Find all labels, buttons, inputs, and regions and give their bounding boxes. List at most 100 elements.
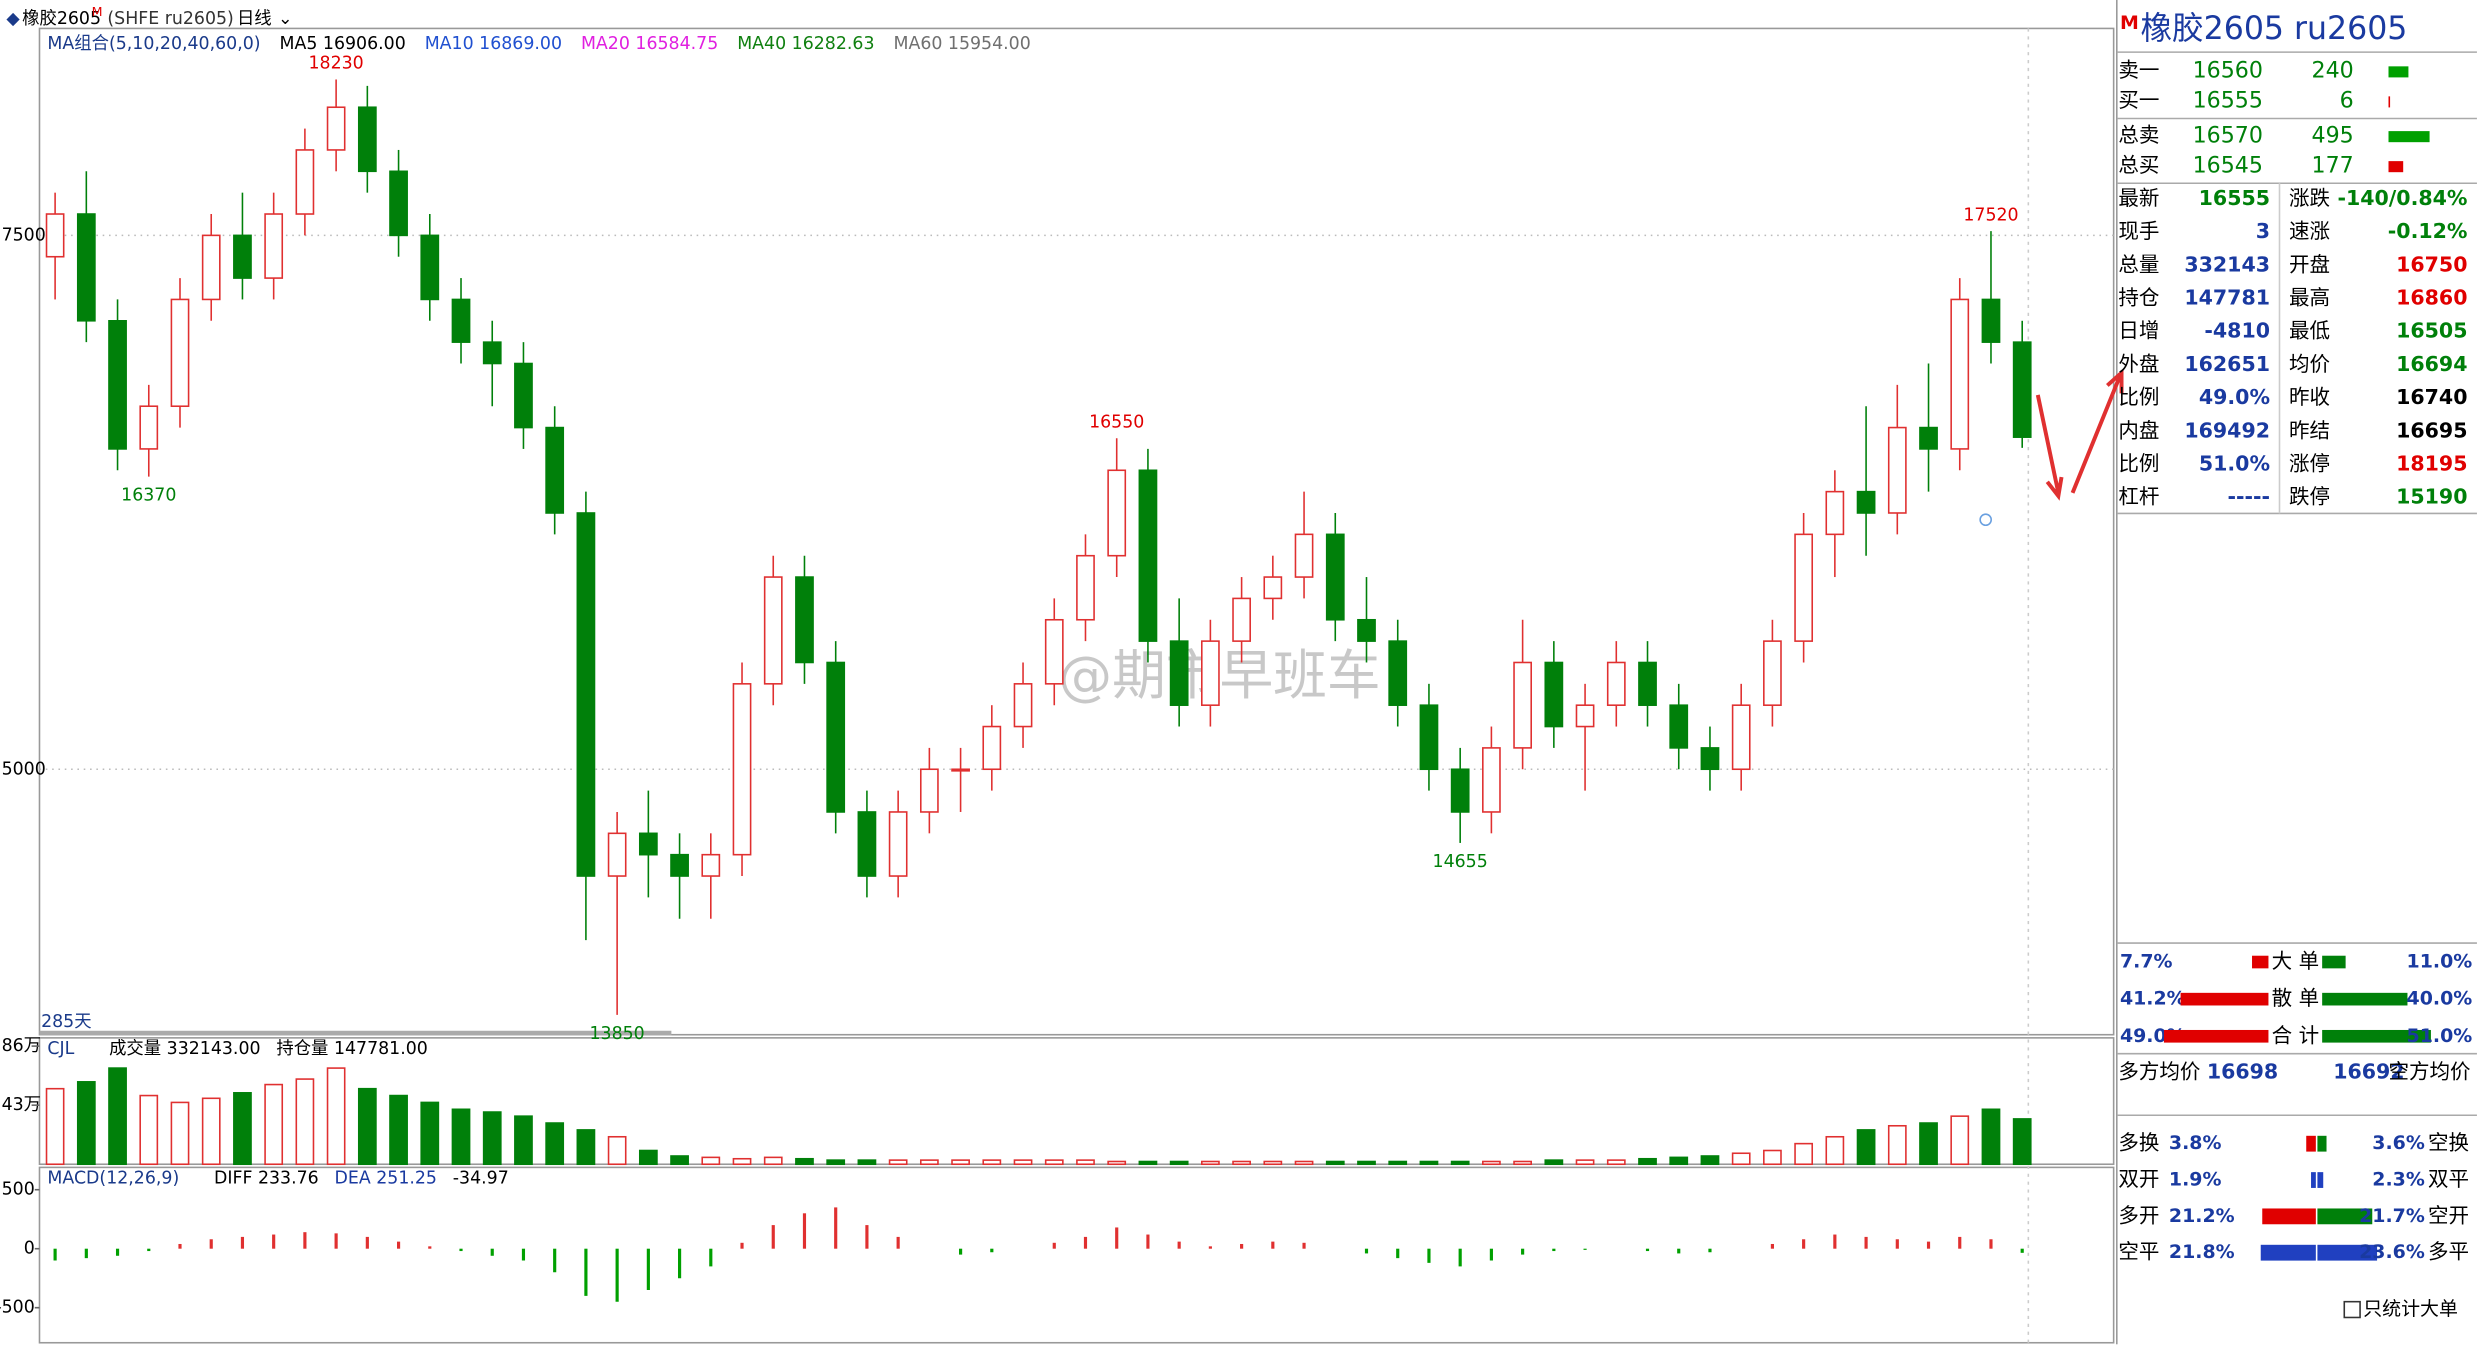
pos-right-bar <box>2317 1244 2378 1261</box>
volume-bar <box>857 1159 877 1166</box>
pos-label: 空开 <box>2428 1203 2469 1227</box>
candle-body <box>264 213 284 279</box>
volume-bar <box>45 1087 65 1166</box>
candle-body <box>108 320 127 450</box>
candle-body <box>701 853 721 877</box>
volume-bar <box>1013 1159 1033 1166</box>
volume-bar <box>1856 1129 1876 1166</box>
candle-body <box>482 341 502 365</box>
avg-text: 空方均价 <box>2389 1060 2471 1084</box>
extreme-label: 14655 <box>1433 852 1488 872</box>
candle-body <box>1450 768 1470 813</box>
candle-body <box>170 298 190 408</box>
macd-tick: 0 <box>24 1239 35 1259</box>
extreme-label: 17520 <box>1963 205 2018 225</box>
candle-body <box>357 106 377 173</box>
candle-body <box>576 512 596 877</box>
candle-body <box>2012 341 2032 438</box>
volume-bar <box>1357 1160 1376 1166</box>
candle-body <box>1107 469 1127 557</box>
candle-body <box>45 213 65 258</box>
volume-bar <box>1794 1142 1814 1166</box>
stat-label: 日增 <box>2118 319 2159 343</box>
pos-left-bar <box>2306 1135 2316 1152</box>
stat-value: 16740 <box>2396 385 2467 409</box>
candle-body <box>638 832 658 856</box>
candle-body <box>795 576 814 664</box>
candle-body <box>888 811 908 877</box>
avg-text: 多方均价 <box>2118 1060 2200 1084</box>
symbol: 橡胶2605 <box>22 9 101 29</box>
stat-label: 杠杆 <box>2118 485 2159 509</box>
candle-body <box>1294 533 1314 578</box>
candle-body <box>326 106 346 151</box>
candle-body <box>1138 469 1158 642</box>
stat-value: 16555 <box>2199 186 2270 210</box>
stat-value: 16505 <box>2396 319 2467 343</box>
macd-header: -34.97 <box>453 1168 509 1188</box>
volume-bar <box>1950 1115 1970 1166</box>
panel-badge: M <box>2120 12 2139 34</box>
period[interactable]: 日线 <box>237 9 272 29</box>
flow-label: 大 单 <box>2272 949 2320 973</box>
pos-value: 3.8% <box>2169 1132 2222 1154</box>
volume-bar <box>638 1149 658 1166</box>
book-price: 16555 <box>2193 88 2263 114</box>
candle-body <box>514 362 533 429</box>
stat-label: 涨停 <box>2289 451 2330 475</box>
volume-bar <box>951 1159 970 1166</box>
book-qty: 240 <box>2312 58 2354 84</box>
stat-label: 比例 <box>2118 451 2159 475</box>
volume-bar <box>888 1159 908 1166</box>
pos-right-bar <box>2317 1172 2324 1188</box>
dropdown[interactable]: ⌄ <box>278 9 293 29</box>
stat-value: 169492 <box>2184 418 2270 442</box>
stat-value: 3 <box>2256 219 2270 243</box>
volume-bar <box>670 1155 689 1166</box>
candle-body <box>451 298 471 343</box>
ma-legend: MA40 16282.63 <box>737 34 874 54</box>
candle-body <box>826 661 846 813</box>
book-qty: 6 <box>2340 88 2354 114</box>
stat-value: 162651 <box>2184 352 2270 376</box>
macd-header: DIFF 233.76 <box>214 1168 319 1188</box>
volume-bar <box>795 1157 814 1166</box>
candle-body <box>670 853 689 877</box>
candle-body <box>1981 298 2001 343</box>
ma-legend: MA20 16584.75 <box>581 34 718 54</box>
volume-bar <box>1669 1156 1689 1166</box>
pos-left-bar <box>2311 1172 2316 1188</box>
stat-value: 147781 <box>2184 286 2270 310</box>
checkbox[interactable] <box>2343 1300 2361 1319</box>
book-qty: 177 <box>2312 152 2354 178</box>
volume-bar <box>607 1135 627 1166</box>
candle-body <box>732 683 752 856</box>
book-label: 总卖 <box>2118 123 2159 147</box>
stat-label: 跌停 <box>2289 485 2330 509</box>
candle-body <box>951 768 970 772</box>
arrow-up <box>2070 368 2124 494</box>
volume-bar <box>482 1111 502 1166</box>
volume-bar <box>1076 1159 1095 1166</box>
volume-bar <box>1232 1160 1251 1166</box>
arrow-down <box>2035 394 2064 501</box>
book-label: 买一 <box>2118 88 2159 112</box>
candle-body <box>1575 704 1595 728</box>
volume-bar <box>1419 1160 1439 1166</box>
checkbox-label[interactable]: 只统计大单 <box>2363 1298 2458 1320</box>
volume-bar <box>1575 1159 1595 1166</box>
candle-body <box>1232 597 1251 642</box>
macd-tick: -500 <box>0 1298 35 1318</box>
volume-bar <box>732 1157 752 1166</box>
stat-label: 外盘 <box>2118 352 2159 376</box>
candle-body <box>1950 298 1970 450</box>
stat-label: 现手 <box>2118 219 2159 243</box>
volume-bar <box>1700 1155 1720 1166</box>
stat-value: 16860 <box>2396 286 2467 310</box>
candle-body <box>1887 426 1907 514</box>
stat-label: 开盘 <box>2289 252 2330 276</box>
ma-legend: MA5 16906.00 <box>280 34 406 54</box>
volume-bar <box>763 1156 783 1166</box>
book-price: 16545 <box>2193 152 2263 178</box>
